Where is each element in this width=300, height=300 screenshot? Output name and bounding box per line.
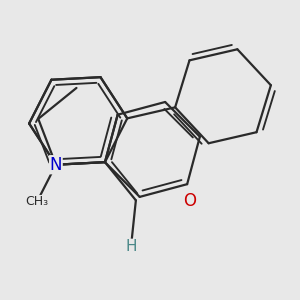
Text: O: O [183,192,196,210]
Text: CH₃: CH₃ [26,195,49,208]
Text: N: N [50,156,62,174]
Text: H: H [125,239,137,254]
